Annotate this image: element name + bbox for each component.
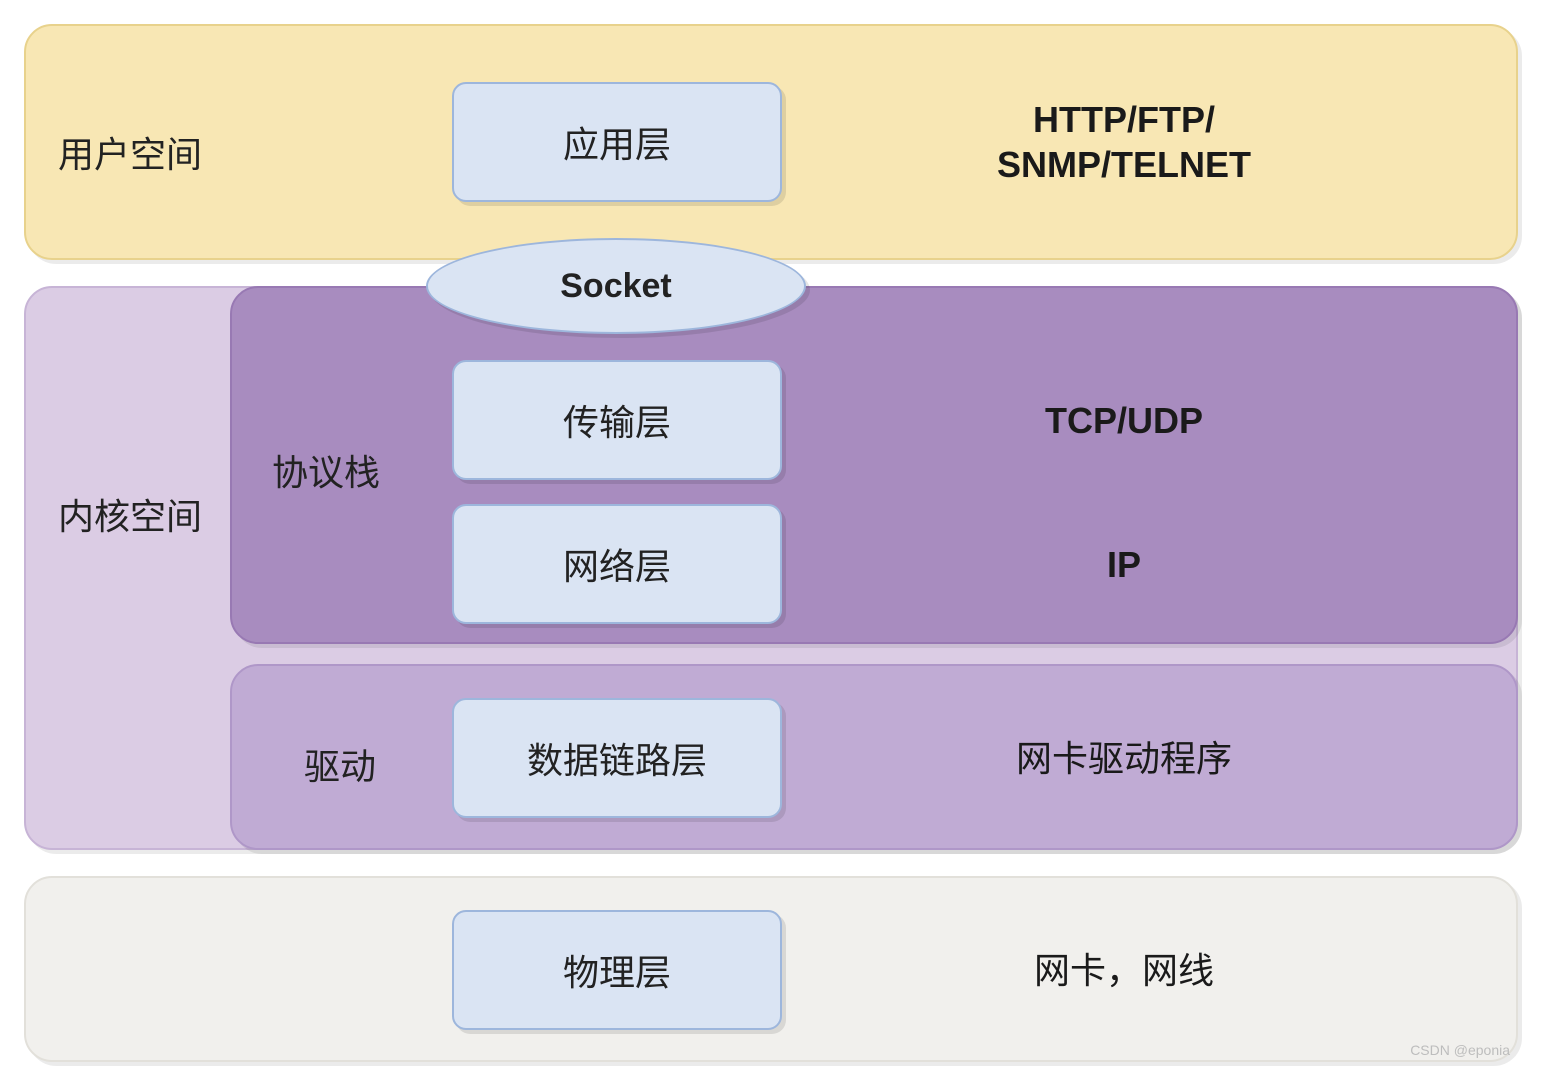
transport-layer-label: 传输层 (563, 394, 671, 446)
physical-layer-box: 物理层 (452, 910, 782, 1030)
transport-protocols-text: TCP/UDP (904, 360, 1344, 480)
socket-label: Socket (560, 267, 672, 306)
network-protocols-text: IP (904, 504, 1344, 624)
kernel-space-label: 内核空间 (58, 488, 202, 540)
datalink-layer-box: 数据链路层 (452, 698, 782, 818)
physical-layer-label: 物理层 (563, 944, 671, 996)
diagram-root: 用户空间 内核空间 协议栈 驱动 应用层 传输层 网络层 数据链路层 物理层 H… (24, 24, 1518, 1062)
protocol-stack-label: 协议栈 (272, 444, 380, 496)
network-layer-box: 网络层 (452, 504, 782, 624)
transport-layer-box: 传输层 (452, 360, 782, 480)
physical-protocols-text: 网卡，网线 (904, 910, 1344, 1030)
watermark-text: CSDN @eponia (1410, 1042, 1510, 1058)
application-layer-box: 应用层 (452, 82, 782, 202)
application-protocols-text: HTTP/FTP/SNMP/TELNET (904, 82, 1344, 202)
datalink-layer-label: 数据链路层 (527, 732, 707, 784)
user-space-label: 用户空间 (58, 126, 202, 178)
socket-ellipse: Socket (426, 238, 806, 334)
datalink-protocols-text: 网卡驱动程序 (904, 698, 1344, 818)
network-layer-label: 网络层 (563, 538, 671, 590)
driver-label: 驱动 (304, 738, 376, 790)
application-layer-label: 应用层 (563, 116, 671, 168)
